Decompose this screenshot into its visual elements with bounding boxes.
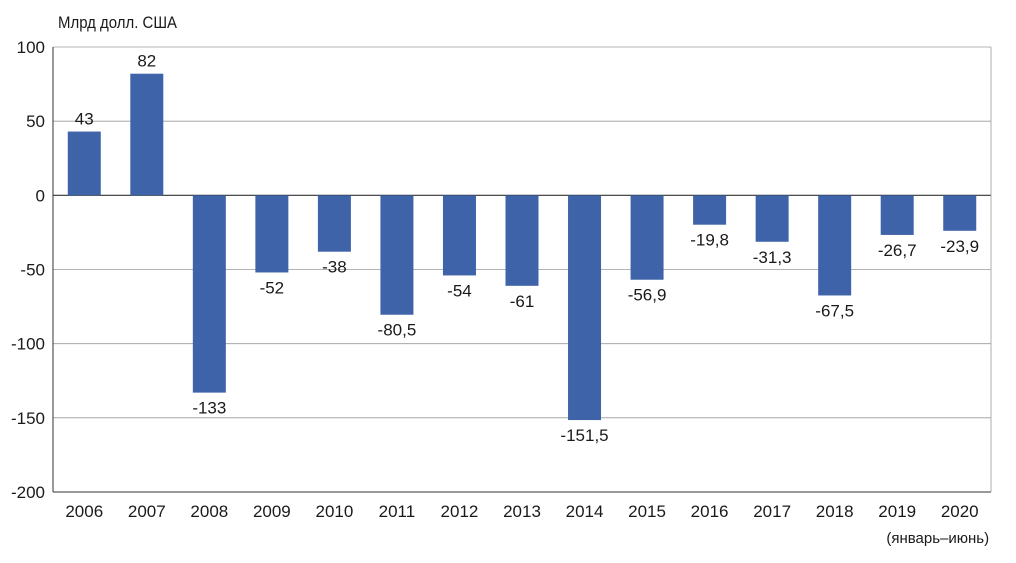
data-label: -67,5 xyxy=(815,301,854,320)
y-axis-title: Млрд долл. США xyxy=(58,13,178,32)
bar xyxy=(380,195,414,315)
data-label: -19,8 xyxy=(690,231,729,250)
bar xyxy=(755,195,789,242)
data-label: -61 xyxy=(510,292,535,311)
x-tick-label: 2010 xyxy=(315,502,353,521)
bar xyxy=(818,195,852,296)
x-tick-label: 2015 xyxy=(628,502,666,521)
bar xyxy=(630,195,664,280)
bar xyxy=(880,195,914,235)
y-tick-label: -100 xyxy=(11,335,45,354)
data-label: -26,7 xyxy=(878,241,917,260)
x-tick-label: 2016 xyxy=(691,502,729,521)
bar xyxy=(255,195,289,273)
data-label: -80,5 xyxy=(378,321,417,340)
x-tick-label: 2009 xyxy=(253,502,291,521)
y-tick-label: 50 xyxy=(26,112,45,131)
bar xyxy=(67,131,101,196)
x-tick-label: 2012 xyxy=(441,502,479,521)
y-tick-label: -50 xyxy=(20,261,45,280)
data-label: 82 xyxy=(137,52,156,71)
bar xyxy=(317,195,351,252)
x-tick-label: 2008 xyxy=(190,502,228,521)
x-tick-label: 2007 xyxy=(128,502,166,521)
bar xyxy=(693,195,727,225)
category-note: (январь–июнь) xyxy=(886,530,989,547)
x-tick-label: 2018 xyxy=(816,502,854,521)
data-label: -54 xyxy=(447,281,472,300)
x-tick-label: 2014 xyxy=(566,502,604,521)
bar xyxy=(568,195,602,421)
x-tick-label: 2013 xyxy=(503,502,541,521)
data-label: -38 xyxy=(322,258,347,277)
data-label: -23,9 xyxy=(940,237,979,256)
data-label: 43 xyxy=(75,110,94,129)
data-label: -151,5 xyxy=(560,426,608,445)
data-label: -133 xyxy=(192,399,226,418)
data-label: -56,9 xyxy=(628,286,667,305)
x-tick-label: 2020 xyxy=(941,502,979,521)
bar xyxy=(505,195,539,286)
x-tick-label: 2006 xyxy=(65,502,103,521)
y-tick-label: 0 xyxy=(36,186,45,205)
data-label: -52 xyxy=(260,278,285,297)
bar xyxy=(130,73,164,196)
x-tick-label: 2017 xyxy=(753,502,791,521)
data-label: -31,3 xyxy=(753,248,792,267)
bar xyxy=(192,195,226,393)
x-tick-label: 2011 xyxy=(379,502,416,521)
bar xyxy=(943,195,977,231)
bar xyxy=(442,195,476,276)
y-tick-label: 100 xyxy=(17,38,45,57)
x-tick-label: 2019 xyxy=(878,502,916,521)
y-tick-label: -150 xyxy=(11,409,45,428)
y-tick-label: -200 xyxy=(11,483,45,502)
